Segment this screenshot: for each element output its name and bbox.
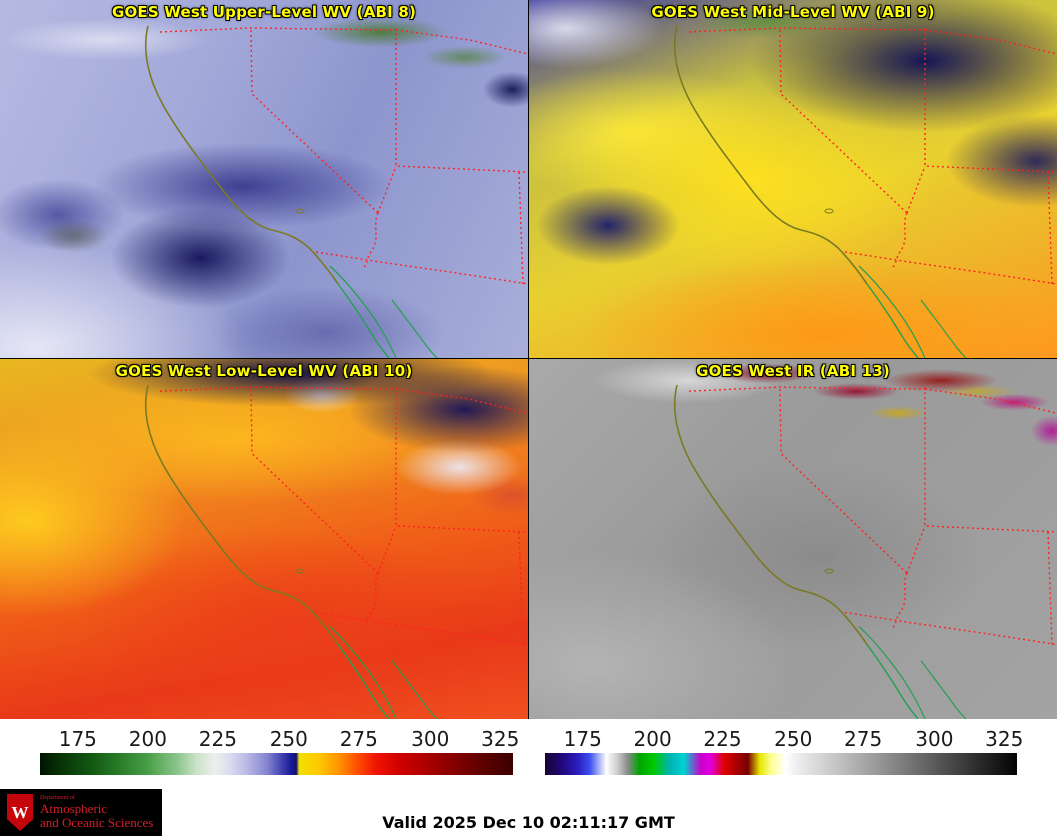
logo-dept-prefix: Department of xyxy=(40,795,75,802)
mid-level-wv-imagery xyxy=(529,0,1057,358)
crest-letter: W xyxy=(11,802,29,822)
wv-colorbar-group: 175 200 225 250 275 300 325 xyxy=(40,719,520,775)
tick-label: 225 xyxy=(703,727,742,751)
map-boundaries-overlay xyxy=(144,384,528,719)
wv-colorbar-ticks: 175 200 225 250 275 300 325 xyxy=(40,719,520,753)
map-boundaries-overlay xyxy=(673,25,1057,358)
wv-colorbar xyxy=(40,753,513,775)
panel-title-upper-wv: GOES West Upper-Level WV (ABI 8) xyxy=(111,3,417,21)
tick-label: 325 xyxy=(985,727,1024,751)
ir-colorbar-ticks: 175 200 225 250 275 300 325 xyxy=(545,719,1024,753)
panel-title-ir: GOES West IR (ABI 13) xyxy=(696,362,890,380)
map-boundaries-overlay xyxy=(673,384,1057,719)
tick-label: 325 xyxy=(481,727,520,751)
tick-label: 275 xyxy=(844,727,883,751)
low-level-wv-imagery xyxy=(0,359,528,719)
satellite-quad-panel: GOES West Upper-Level WV (ABI 8) GOES We… xyxy=(0,0,1057,719)
panel-ir: GOES West IR (ABI 13) xyxy=(529,359,1057,719)
upper-level-wv-imagery xyxy=(0,0,528,358)
footer: W Department of Atmospheric and Oceanic … xyxy=(0,785,1057,836)
map-boundaries-overlay xyxy=(144,25,528,358)
tick-label: 200 xyxy=(633,727,672,751)
panel-low-level-wv: GOES West Low-Level WV (ABI 10) xyxy=(0,359,528,719)
logo-dept-line2: and Oceanic Sciences xyxy=(40,814,154,830)
uw-aos-logo: W Department of Atmospheric and Oceanic … xyxy=(0,789,162,836)
valid-time-label: Valid 2025 Dec 10 02:11:17 GMT xyxy=(382,813,675,832)
colorbar-row: 175 200 225 250 275 300 325 175 200 225 … xyxy=(0,719,1057,785)
tick-label: 175 xyxy=(563,727,602,751)
logo-text: Department of Atmospheric and Oceanic Sc… xyxy=(40,795,153,830)
ir-colorbar-group: 175 200 225 250 275 300 325 xyxy=(545,719,1024,775)
ir-imagery xyxy=(529,359,1057,719)
ir-colorbar xyxy=(545,753,1017,775)
panel-title-low-wv: GOES West Low-Level WV (ABI 10) xyxy=(115,362,413,380)
tick-label: 250 xyxy=(774,727,813,751)
panel-mid-level-wv: GOES West Mid-Level WV (ABI 9) xyxy=(529,0,1057,358)
tick-label: 300 xyxy=(411,727,450,751)
tick-label: 175 xyxy=(58,727,97,751)
tick-label: 200 xyxy=(128,727,167,751)
tick-label: 250 xyxy=(269,727,308,751)
panel-upper-level-wv: GOES West Upper-Level WV (ABI 8) xyxy=(0,0,528,358)
logo-dept-line1: Atmospheric xyxy=(40,800,108,816)
tick-label: 300 xyxy=(915,727,954,751)
panel-title-mid-wv: GOES West Mid-Level WV (ABI 9) xyxy=(651,3,935,21)
tick-label: 275 xyxy=(339,727,378,751)
tick-label: 225 xyxy=(198,727,237,751)
